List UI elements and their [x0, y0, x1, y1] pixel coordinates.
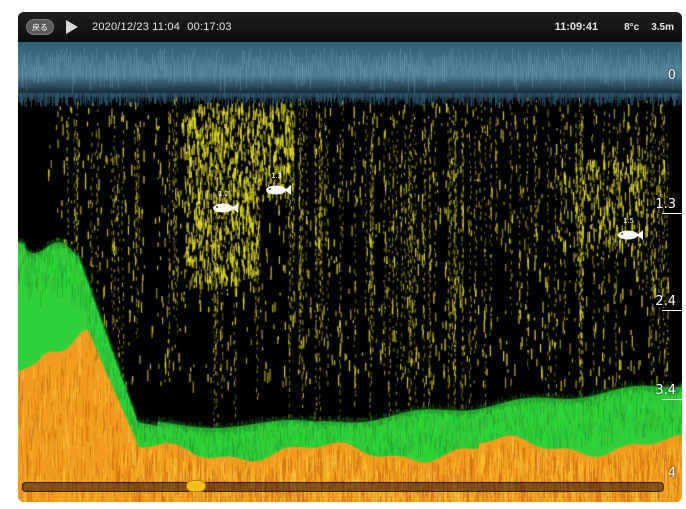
depth-tick — [662, 212, 682, 214]
status-readouts: 11:09:41 8°c 3.5m — [529, 12, 674, 42]
play-icon — [66, 20, 78, 34]
back-button[interactable]: 戻る — [26, 19, 54, 35]
depth-label: 0 — [667, 68, 676, 83]
recording-date: 2020/12/23 11:04 — [92, 21, 181, 33]
fish-depth-label: 1.5 — [622, 216, 635, 225]
top-bar: 戻る 2020/12/23 11:04 00:17:03 11:09:41 8°… — [18, 12, 682, 42]
depth-label: 4 — [667, 466, 676, 481]
fish-depth-label: 1.3 — [270, 172, 283, 181]
depth-label: 3.4 — [655, 383, 676, 399]
depth-label: 2.4 — [655, 294, 676, 310]
recording-info: 2020/12/23 11:04 00:17:03 — [92, 21, 236, 33]
depth-label: 1.3 — [655, 196, 676, 212]
water-temperature: 8°c — [624, 21, 640, 33]
scrubber-handle[interactable] — [185, 480, 206, 492]
sonar-echogram — [18, 42, 682, 502]
sonar-screen: 戻る 2020/12/23 11:04 00:17:03 11:09:41 8°… — [18, 12, 682, 502]
clock: 11:09:41 — [554, 21, 599, 33]
depth-tick — [662, 310, 682, 312]
fish-icon — [212, 203, 238, 214]
fish-icon — [617, 229, 643, 240]
play-button[interactable] — [64, 18, 80, 36]
current-depth: 3.5m — [651, 21, 674, 33]
recording-duration: 00:17:03 — [187, 21, 232, 33]
depth-tick — [662, 399, 682, 401]
playback-scrubber[interactable] — [22, 480, 664, 492]
fish-depth-label: 1.2 — [217, 190, 229, 199]
fish-icon — [265, 185, 291, 196]
